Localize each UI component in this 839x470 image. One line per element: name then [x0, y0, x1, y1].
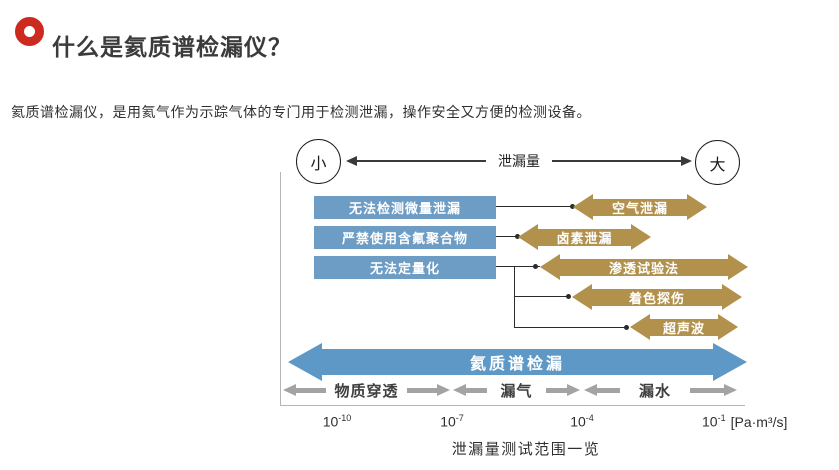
arrow-left-icon	[283, 384, 326, 396]
arrow-right-icon	[681, 156, 692, 166]
arrow-right-icon	[718, 314, 738, 340]
arrow-left-icon	[573, 194, 593, 220]
arrow-left-icon	[584, 384, 620, 396]
axis-vertical-line	[280, 172, 281, 405]
method-arrow-halogen-leak: 卤素泄漏	[518, 224, 651, 250]
arrow-left-icon	[572, 284, 592, 310]
connector-line-dye	[514, 296, 570, 297]
method-arrow-penetration-test: 渗透试验法	[540, 254, 748, 280]
connector-line-penetration	[496, 266, 540, 267]
axis-tick-1e-7: 10-7	[440, 413, 464, 430]
arrow-left-icon	[346, 156, 357, 166]
connector-line-air	[496, 206, 573, 207]
leak-amount-label: 泄漏量	[486, 151, 552, 171]
arrow-right-icon	[407, 384, 450, 396]
connector-dot-dye	[566, 294, 571, 299]
connector-dot-penetration	[533, 264, 538, 269]
leak-type-segment-permeation: 物质穿透	[283, 383, 450, 400]
arrow-left-icon	[288, 343, 322, 381]
method-arrow-air-leak: 空气泄漏	[573, 194, 707, 220]
leak-type-label: 漏气	[500, 382, 533, 400]
arrow-left-icon	[540, 254, 560, 280]
method-arrow-dye-penetrant: 着色探伤	[572, 284, 742, 310]
arrow-right-icon	[631, 224, 651, 250]
method-label: 超声波	[662, 320, 705, 336]
limitation-box-trace-leak: 无法检测微量泄漏	[314, 196, 496, 219]
limitation-box-fluoropolymer: 严禁使用含氟聚合物	[314, 226, 496, 249]
scale-small-label: 小	[310, 155, 327, 173]
arrow-right-icon	[713, 343, 747, 381]
leak-type-label: 漏水	[638, 382, 671, 400]
leak-type-segment-gas: 漏气	[453, 383, 580, 400]
method-label: 渗透试验法	[608, 260, 679, 276]
connector-branch-vertical	[514, 266, 515, 328]
scale-small-circle: 小	[296, 139, 341, 184]
limitation-box-quantify: 无法定量化	[314, 256, 496, 279]
scale-large-label: 大	[709, 156, 726, 174]
connector-line-ultrasonic	[514, 327, 628, 328]
arrow-right-icon	[728, 254, 748, 280]
page-title: 什么是氦质谱检漏仪？	[52, 34, 292, 61]
leak-type-label: 物质穿透	[334, 382, 399, 400]
helium-label: 氦质谱检漏	[469, 356, 565, 373]
axis-baseline	[280, 405, 745, 406]
diagram-caption: 泄漏量测试范围一览	[451, 441, 601, 458]
axis-tick-1e-1-with-unit: 10-1 [Pa·m³/s]	[702, 413, 788, 430]
connector-line-halogen	[496, 236, 518, 237]
arrow-left-icon	[453, 384, 487, 396]
leak-amount-scale-arrow: 泄漏量	[346, 151, 692, 171]
connector-dot-ultrasonic	[624, 325, 629, 330]
leak-type-segment-water: 漏水	[584, 383, 737, 400]
intro-text: 氦质谱检漏仪，是用氦气作为示踪气体的专门用于检测泄漏，操作安全又方便的检测设备。	[11, 104, 591, 120]
connector-dot-halogen	[515, 234, 520, 239]
axis-tick-1e-4: 10-4	[570, 413, 594, 430]
arrow-right-icon	[687, 194, 707, 220]
section-bullet-icon	[15, 17, 44, 46]
arrow-right-icon	[690, 384, 737, 396]
arrow-left-icon	[518, 224, 538, 250]
method-arrow-ultrasonic: 超声波	[630, 314, 738, 340]
arrow-right-icon	[722, 284, 742, 310]
helium-leak-detection-arrow: 氦质谱检漏	[288, 342, 747, 382]
axis-unit: [Pa·m³/s]	[730, 413, 788, 430]
scale-large-circle: 大	[695, 140, 740, 185]
axis-tick-1e-10: 10-10	[322, 413, 352, 430]
arrow-left-icon	[630, 314, 650, 340]
method-label: 空气泄漏	[611, 200, 668, 216]
connector-dot-air	[570, 204, 575, 209]
method-label: 卤素泄漏	[556, 230, 613, 246]
method-label: 着色探伤	[628, 290, 685, 306]
arrow-right-icon	[546, 384, 580, 396]
